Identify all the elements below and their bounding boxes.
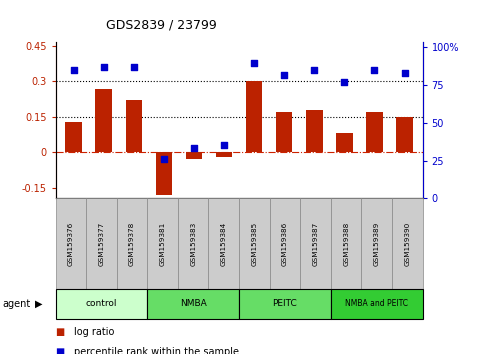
Text: log ratio: log ratio [74, 327, 114, 337]
Bar [396, 117, 413, 152]
Text: GSM159385: GSM159385 [251, 221, 257, 266]
Bar [336, 133, 353, 152]
Text: NMBA and PEITC: NMBA and PEITC [345, 299, 408, 308]
Text: agent: agent [2, 298, 30, 309]
Text: GDS2839 / 23799: GDS2839 / 23799 [106, 19, 217, 32]
Point [370, 67, 378, 73]
Point [280, 72, 288, 78]
Text: NMBA: NMBA [180, 299, 207, 308]
Point [311, 67, 318, 73]
Text: GSM159390: GSM159390 [404, 221, 411, 266]
Bar [216, 152, 232, 157]
Bar [276, 112, 293, 152]
Point [130, 64, 138, 70]
Point [190, 145, 198, 151]
Text: GSM159378: GSM159378 [129, 221, 135, 266]
Text: ■: ■ [56, 347, 65, 354]
Text: GSM159388: GSM159388 [343, 221, 349, 266]
Point [160, 156, 168, 162]
Point [70, 67, 77, 73]
Bar [366, 112, 383, 152]
Text: GSM159377: GSM159377 [99, 221, 104, 266]
Text: GSM159376: GSM159376 [68, 221, 74, 266]
Point [250, 60, 258, 65]
Bar [185, 152, 202, 159]
Text: GSM159384: GSM159384 [221, 221, 227, 266]
Bar [65, 121, 82, 152]
Bar [246, 81, 262, 152]
Point [401, 70, 409, 76]
Bar [156, 152, 172, 195]
Text: ▶: ▶ [35, 298, 43, 309]
Text: PEITC: PEITC [272, 299, 298, 308]
Text: percentile rank within the sample: percentile rank within the sample [74, 347, 239, 354]
Point [220, 143, 228, 148]
Bar [306, 110, 323, 152]
Text: GSM159381: GSM159381 [159, 221, 166, 266]
Text: GSM159383: GSM159383 [190, 221, 196, 266]
Text: GSM159387: GSM159387 [313, 221, 319, 266]
Text: control: control [85, 299, 117, 308]
Text: GSM159386: GSM159386 [282, 221, 288, 266]
Point [341, 79, 348, 85]
Text: GSM159389: GSM159389 [374, 221, 380, 266]
Bar [126, 100, 142, 152]
Bar [96, 88, 112, 152]
Text: ■: ■ [56, 327, 65, 337]
Point [100, 64, 108, 70]
